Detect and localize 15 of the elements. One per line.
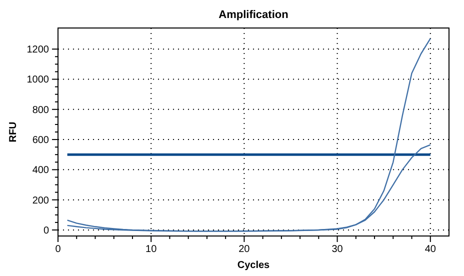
y-tick-label: 200 [32,195,50,206]
y-tick-label: 600 [32,135,50,146]
x-tick-label: 40 [424,244,436,255]
y-tick-label: 800 [32,104,50,116]
y-axis-title: RFU [8,122,19,142]
x-tick-label: 30 [332,244,344,255]
x-axis-title: Cycles [237,260,270,271]
x-tick-label: 10 [146,244,158,255]
y-tick-label: 0 [43,225,50,236]
y-tick-label: 1000 [26,74,50,86]
y-tick-label: 1200 [26,44,50,56]
chart-title: Amplification [218,9,289,21]
x-tick-label: 20 [238,244,250,255]
y-tick-label: 400 [32,165,50,176]
x-tick-label: 0 [55,244,62,255]
